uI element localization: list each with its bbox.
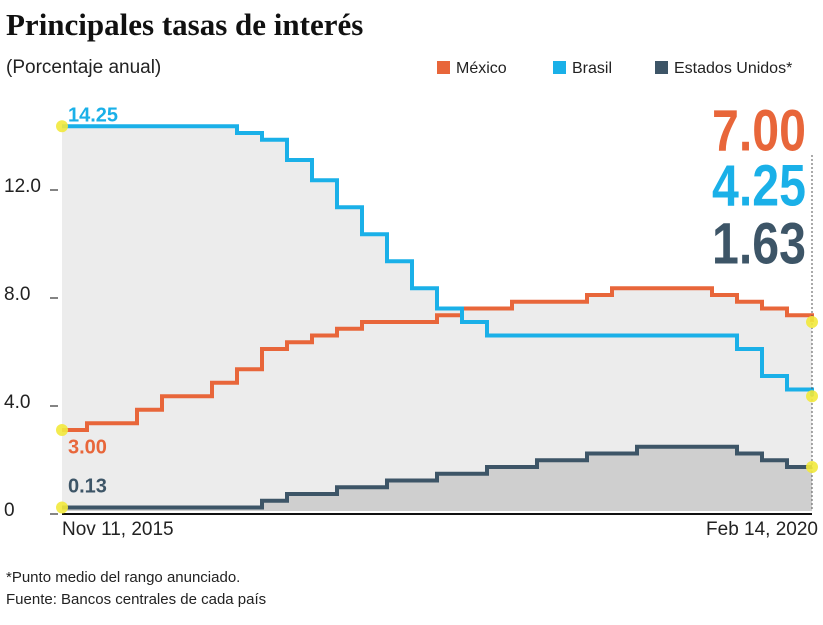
series-line (62, 444, 812, 510)
lines (62, 124, 814, 510)
series-line (62, 286, 814, 432)
legend-swatch (655, 61, 668, 74)
start-value-label: 3.00 (68, 436, 107, 458)
end-dot (806, 460, 818, 473)
series-line (62, 124, 814, 397)
y-tick-label: 8.0 (4, 284, 30, 305)
legend-label: Brasil (572, 60, 612, 77)
source-note: Fuente: Bancos centrales de cada país (6, 591, 266, 608)
legend-label: México (456, 60, 507, 77)
end-dot (56, 120, 68, 133)
y-tick-label: 4.0 (4, 392, 30, 413)
legend-label: Estados Unidos* (674, 60, 792, 77)
y-tick-label: 0 (4, 500, 15, 521)
end-value-label: 1.63 (712, 211, 806, 276)
footnote: *Punto medio del rango anunciado. (6, 569, 240, 586)
chart-title: Principales tasas de interés (6, 7, 363, 42)
y-tick-label: 12.0 (4, 176, 41, 197)
legend-swatch (437, 61, 450, 74)
end-dot (806, 390, 818, 403)
start-value-label: 14.25 (68, 104, 118, 126)
end-value-label: 7.00 (712, 98, 806, 163)
x-tick-label: Nov 11, 2015 (62, 519, 174, 540)
x-tick-label: Feb 14, 2020 (706, 519, 818, 540)
chart-subtitle: (Porcentaje anual) (6, 57, 161, 78)
end-dot (56, 501, 68, 514)
legend-swatch (553, 61, 566, 74)
end-dot (56, 424, 68, 436)
start-value-label: 0.13 (68, 475, 107, 497)
end-value-label: 4.25 (712, 153, 806, 218)
end-dot (806, 316, 818, 328)
